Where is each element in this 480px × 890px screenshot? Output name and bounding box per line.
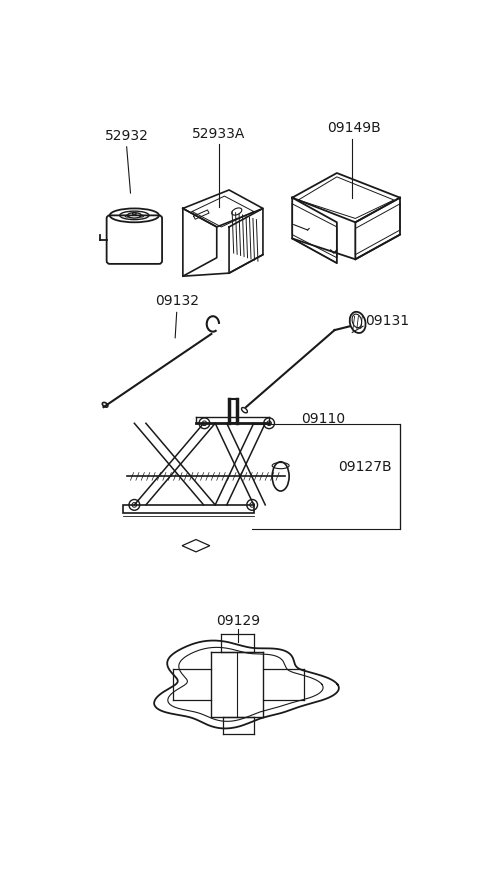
Text: 52933A: 52933A: [192, 126, 246, 141]
Text: 09110: 09110: [301, 412, 345, 425]
Text: 09132: 09132: [155, 294, 199, 308]
Text: 09131: 09131: [365, 314, 409, 328]
Text: 09129: 09129: [216, 614, 260, 628]
Text: 52932: 52932: [105, 129, 149, 143]
Text: 09127B: 09127B: [338, 460, 392, 474]
Text: 09149B: 09149B: [327, 121, 381, 135]
